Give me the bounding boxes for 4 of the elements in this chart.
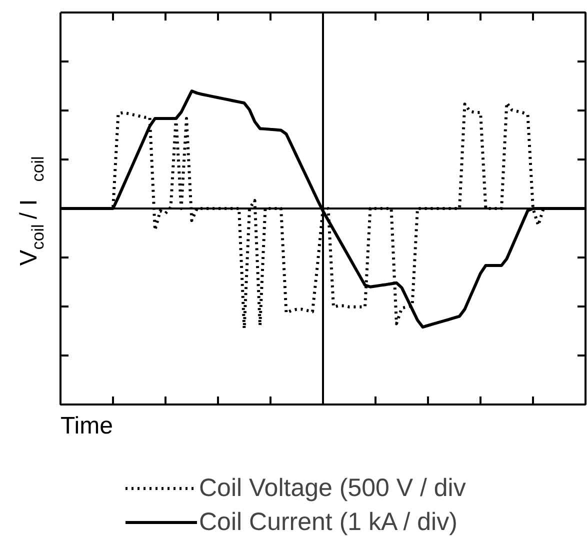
legend-label: Coil Current (1 kA / div) [199, 506, 458, 538]
legend-label: Coil Voltage (500 V / div [199, 472, 466, 504]
x-axis-title: Time [60, 412, 113, 440]
y-axis-title: Vcoil / Icoil [16, 156, 48, 266]
